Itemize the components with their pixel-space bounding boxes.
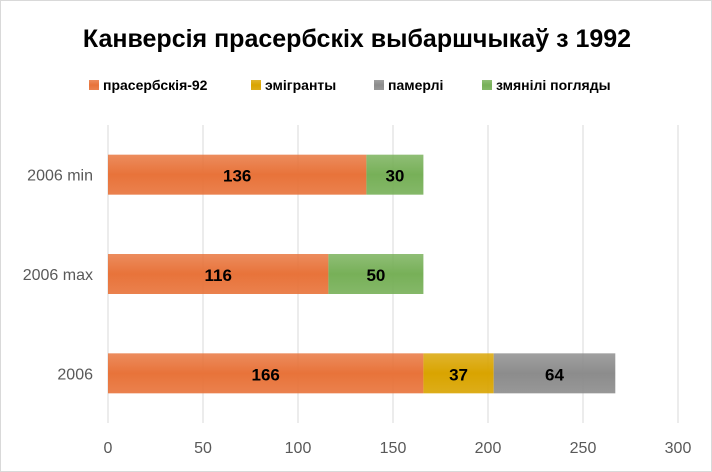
- bar-segment: [493, 353, 616, 394]
- legend-swatch: [251, 80, 261, 90]
- bar-segment: [423, 353, 494, 394]
- legend: прасербскія-92 эмігранты памерлі змянілі по…: [89, 77, 611, 93]
- x-tick-label: 0: [104, 440, 113, 457]
- data-label: 136: [223, 167, 251, 186]
- bar-segment: [366, 154, 424, 195]
- legend-swatch: [482, 80, 492, 90]
- data-label: 30: [385, 167, 404, 186]
- bar-segment: [108, 154, 367, 195]
- x-tick-label: 50: [194, 440, 212, 457]
- x-tick-label: 100: [285, 440, 312, 457]
- bars: 136 30 116 50 166 37 64: [108, 154, 616, 394]
- legend-swatch: [374, 80, 384, 90]
- category-label: 2006 max: [23, 267, 93, 284]
- data-label: 50: [366, 266, 385, 285]
- x-tick-label: 300: [665, 440, 692, 457]
- data-label: 37: [449, 365, 468, 384]
- data-label: 64: [545, 365, 564, 384]
- bar-segment: [108, 254, 329, 294]
- category-label: 2006: [57, 366, 93, 383]
- data-label: 166: [252, 365, 280, 384]
- legend-label: эмігранты: [265, 77, 336, 93]
- bar-segment: [328, 254, 424, 294]
- x-tick-label: 150: [380, 440, 407, 457]
- bar-segment: [108, 353, 424, 394]
- category-axis: 2006 min 2006 max 2006: [23, 168, 93, 384]
- value-axis: 0 50 100 150 200 250 300: [104, 440, 692, 457]
- legend-label: прасербскія-92: [103, 77, 208, 93]
- chart-title: Канверсія прасербскіх выбаршчыкаў з 1992: [83, 25, 631, 53]
- legend-swatch: [89, 80, 99, 90]
- data-label: 116: [204, 266, 231, 285]
- category-label: 2006 min: [27, 168, 93, 185]
- legend-label: памерлі: [388, 77, 443, 93]
- x-tick-label: 250: [570, 440, 597, 457]
- x-tick-label: 200: [475, 440, 502, 457]
- legend-label: змянілі погляды: [496, 77, 611, 93]
